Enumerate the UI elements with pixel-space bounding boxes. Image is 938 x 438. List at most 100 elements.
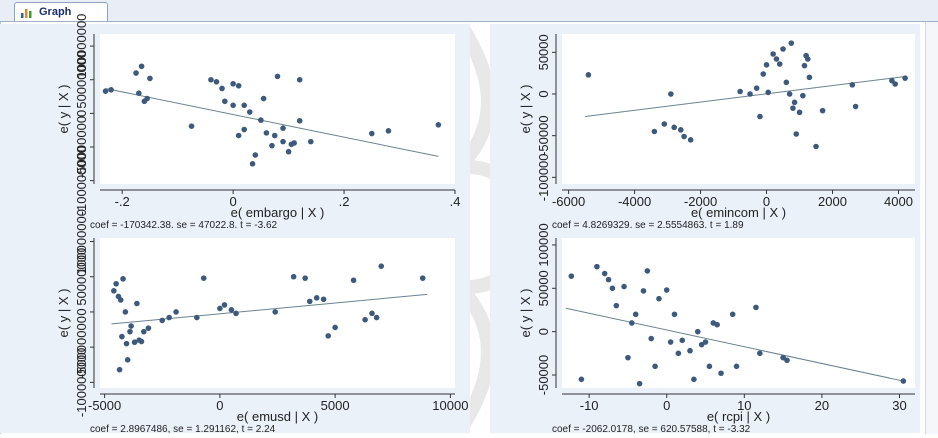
data-point [852,103,859,110]
data-point [325,333,332,339]
data-point [285,148,292,155]
y-tick-label: 50000 [536,34,551,70]
data-point [786,91,793,97]
y-tick-label: 0 [536,328,551,335]
data-point [763,62,770,68]
data-point [230,80,236,87]
x-tick-label: 5000 [321,398,350,413]
data-point [585,72,592,78]
data-point [747,91,753,97]
data-point [765,89,771,96]
fit-line [105,87,439,157]
data-point [222,98,228,105]
scatter-panel-emusd: -100000000 -50000000 0 50000000 100000000 -50… [0,209,470,435]
coefficient-note: coef = 4.8269329, se = 2.5554863, t = 1.… [552,220,744,231]
x-tick-label: -2000 [684,194,717,209]
data-point [241,126,248,133]
data-point [313,295,320,301]
data-point [644,268,651,274]
data-point [221,302,228,308]
data-point [131,339,138,346]
data-point [902,75,908,81]
data-point [350,277,357,284]
data-point [656,295,662,302]
data-point [296,117,303,124]
data-point [671,311,678,318]
y-tick-label: 50000000 [74,248,89,306]
plot-region [562,34,915,184]
y-axis-title: e( y | X ) [56,85,71,134]
data-point [605,276,612,283]
data-point [320,296,327,303]
y-tick-label: 0 [536,90,551,97]
added-variable-plot-emincom: -100000-50000 0 50000 -6000 -4000 -2000 0 2000 4… [490,24,920,231]
data-point [133,70,139,76]
tab-graph[interactable]: Graph [14,2,108,21]
data-point [122,309,129,315]
data-point [796,109,803,116]
data-point [788,40,795,46]
x-axis-title: e( emincom | X ) [691,205,786,220]
data-point [691,376,697,383]
data-point [753,304,759,311]
data-point [783,79,790,86]
y-tick-label: -50000 [536,355,551,395]
data-point [108,87,114,93]
plot-region [562,238,915,388]
data-point [819,107,826,114]
data-point [793,131,800,137]
data-point [290,273,297,280]
data-point [127,328,133,335]
x-tick-label: 0 [663,398,670,413]
data-point [134,300,140,307]
data-point [228,307,235,313]
data-point [200,275,207,281]
data-point [776,61,783,67]
data-point [173,309,179,315]
data-point [651,128,658,135]
data-point [790,105,796,111]
fit-line [565,307,904,382]
data-point [306,298,313,305]
vertical-scrollbar[interactable] [925,22,938,434]
data-point [296,76,303,83]
data-point [280,125,286,131]
data-point [260,95,267,102]
data-point [801,62,808,69]
x-tick-label: 4000 [884,194,913,209]
data-point [718,370,724,377]
y-tick-label: -100000000 [74,348,89,417]
data-point [263,130,270,136]
y-tick-label: 100000 [536,223,551,266]
data-point [702,339,709,345]
data-point [120,276,126,282]
x-tick-label: .2 [339,194,350,209]
data-point [760,71,767,77]
data-point [271,132,278,139]
y-tick-label: -100000000 [74,146,89,215]
x-axis-title: e( rcpi | X ) [707,409,770,424]
x-tick-label: -5000 [88,398,121,413]
data-point [373,314,380,321]
data-point [813,143,819,150]
scatter-panel-rcpi: -50000 0 50000 100000 -10 0 10 20 30 e( rcpi | X … [490,223,920,435]
added-variable-plot-rcpi: -50000 0 50000 100000 -10 0 10 20 30 e( rcpi | X … [490,223,920,435]
y-axis-title: e( y | X ) [518,289,533,338]
data-point [435,122,442,128]
coefficient-note: coef = -2062.0178, se = 620.57588, t = -… [552,424,751,435]
data-point [145,325,152,331]
data-point [753,85,760,91]
data-point [233,310,239,317]
scatter-panel-emincom: -100000 -50000 0 50000 -6000 -4000 -2000 0 2000 4… [490,24,920,231]
data-point [332,324,338,331]
y-tick-label: 0 [74,110,89,117]
data-point [694,328,701,335]
data-point [668,91,674,97]
scatter-panel-embargo: -100000000 -50000000 0 50000000 100000000 -.2… [0,14,470,231]
data-point [663,287,670,293]
tab-label: Graph [39,6,72,18]
data-point [806,74,813,81]
data-point [144,95,150,102]
data-point [159,317,166,324]
data-point [675,350,682,357]
